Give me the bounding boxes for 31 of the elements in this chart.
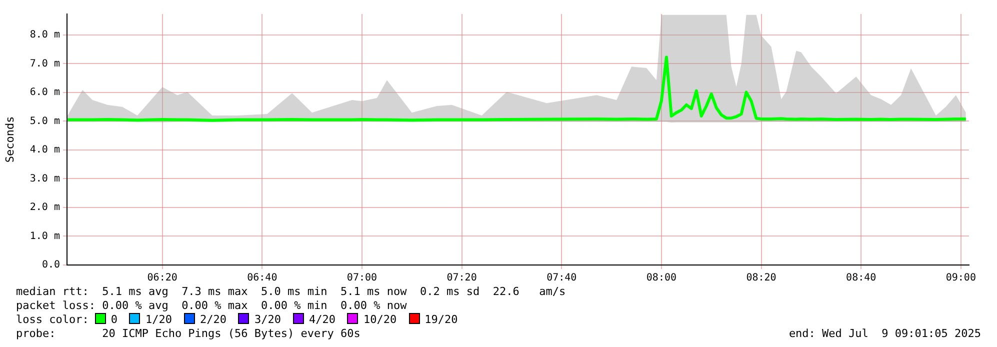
x-tick-label: 07:20: [446, 272, 477, 284]
text: loss color:: [16, 313, 89, 326]
text: 19/20: [424, 313, 458, 326]
text: probe: 20 ICMP Echo Pings (56 Bytes) every 60s: [16, 327, 360, 340]
y-tick-label: 4.0 m: [30, 144, 60, 156]
y-tick-label: 1.0 m: [30, 230, 60, 242]
text: packet loss: 0.00 % avg 0.00 % max 0.00 % min 0.00 % now: [16, 299, 407, 312]
y-tick-label: 6.0 m: [30, 87, 60, 98]
x-tick-label: 08:40: [846, 272, 876, 284]
y-tick-label: 8.0 m: [30, 30, 60, 41]
text: 3/20: [254, 313, 281, 326]
x-tick-label: 07:40: [546, 272, 577, 284]
text: median rtt: 5.1 ms avg 7.3 ms max 5.0 ms min 5.1 ms now 0.2 ms sd 22.6 am/s: [16, 285, 566, 298]
x-tick-label: 09:00: [946, 272, 976, 284]
text: 1/20: [145, 313, 172, 326]
y-tick-label: 3.0 m: [30, 173, 60, 184]
text: end: Wed Jul 9 09:01:05 2025: [788, 327, 981, 340]
x-tick-label: 08:20: [746, 272, 776, 284]
x-tick-label: 07:00: [346, 272, 378, 284]
y-tick-label: 7.0 m: [30, 58, 60, 70]
text: 0: [110, 313, 118, 326]
x-tick-label: 06:40: [247, 272, 278, 284]
text: 4/20: [308, 313, 336, 326]
text: 2/20: [200, 313, 226, 326]
x-tick-label: 06:20: [147, 272, 178, 284]
x-tick-label: 08:00: [646, 272, 676, 284]
text: 10/20: [363, 313, 397, 326]
y-axis-title: Seconds: [3, 116, 16, 163]
y-tick-label: 2.0 m: [30, 202, 60, 214]
y-tick-label: 5.0 m: [30, 116, 60, 127]
y-tick-label: 0.0: [42, 260, 60, 271]
